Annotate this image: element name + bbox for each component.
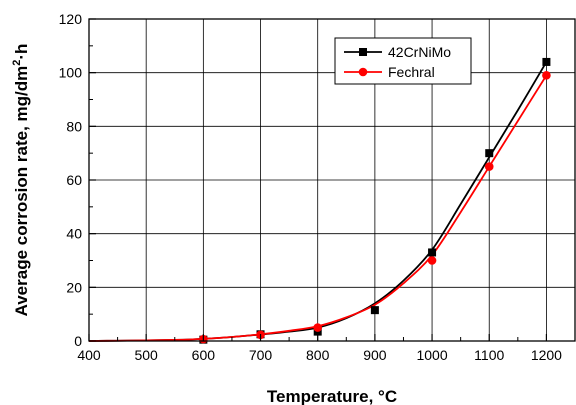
series-1-point xyxy=(484,162,494,171)
series-0-point xyxy=(370,306,379,315)
y-tick-label: 0 xyxy=(74,333,82,349)
x-tick-label: 1000 xyxy=(416,347,447,363)
y-tick-label: 120 xyxy=(59,11,83,27)
series-0-point xyxy=(428,248,437,257)
x-tick-label: 1100 xyxy=(474,347,504,363)
x-tick-label: 900 xyxy=(363,347,387,363)
legend-marker-1 xyxy=(358,67,368,77)
x-tick-label: 500 xyxy=(134,347,158,363)
grid-lines xyxy=(88,18,575,342)
y-tick-label: 20 xyxy=(66,279,82,295)
y-tick-label: 80 xyxy=(66,118,82,134)
tick-labels: 400 500 600 700 800 900 1000 1100 1200 0 20 40 60 80 1… xyxy=(59,11,563,363)
y-axis-title-main: Average corrosion rate, mg/dm xyxy=(12,66,31,317)
x-tick-label: 400 xyxy=(77,347,101,363)
x-tick-label: 600 xyxy=(192,347,216,363)
legend: 42CrNiMo Fechral xyxy=(334,37,472,85)
x-tick-label: 700 xyxy=(249,347,273,363)
axis-ticks xyxy=(88,18,548,342)
series-1-point xyxy=(313,323,323,332)
series-1-point xyxy=(542,71,551,80)
y-axis-title: Average corrosion rate, mg/dm2·h xyxy=(11,44,31,317)
series-0-point xyxy=(542,57,551,66)
y-tick-label: 40 xyxy=(66,226,82,242)
series-0-point xyxy=(485,149,494,158)
x-axis-title: Temperature, °C xyxy=(267,387,397,405)
legend-label-1: Fechral xyxy=(388,64,435,80)
legend-marker-0 xyxy=(359,48,367,56)
y-axis-title-tail: ·h xyxy=(12,44,31,60)
legend-box xyxy=(334,37,472,85)
series-1-point xyxy=(427,256,437,265)
y-tick-label: 100 xyxy=(59,65,83,81)
x-tick-label: 800 xyxy=(306,347,330,363)
y-tick-label: 60 xyxy=(66,172,82,188)
y-axis-title-sup: 2 xyxy=(11,60,23,66)
legend-label-0: 42CrNiMo xyxy=(388,44,451,60)
x-tick-label: 1200 xyxy=(531,347,562,363)
